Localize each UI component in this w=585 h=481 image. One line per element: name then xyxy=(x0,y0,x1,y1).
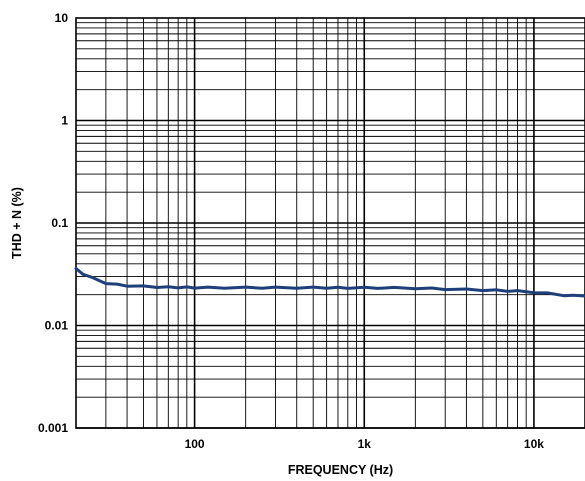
x-tick-labels: 100 1k 10k xyxy=(185,437,545,451)
y-tick-label: 0.01 xyxy=(45,319,69,333)
plot-frame xyxy=(75,17,585,429)
series-layer xyxy=(74,267,585,298)
y-tick-label: 0.1 xyxy=(51,216,68,230)
series-line-0 xyxy=(74,267,585,298)
x-tick-label: 100 xyxy=(185,437,205,451)
y-tick-label: 10 xyxy=(55,11,69,25)
x-axis-title: FREQUENCY (Hz) xyxy=(288,463,393,477)
y-tick-label: 0.001 xyxy=(38,421,68,435)
y-tick-labels: 10 1 0.1 0.01 0.001 xyxy=(38,11,68,435)
x-tick-label: 1k xyxy=(358,437,372,451)
y-axis-title: THD + N (%) xyxy=(10,187,24,259)
x-tick-label: 10k xyxy=(524,437,544,451)
y-tick-label: 1 xyxy=(61,114,68,128)
